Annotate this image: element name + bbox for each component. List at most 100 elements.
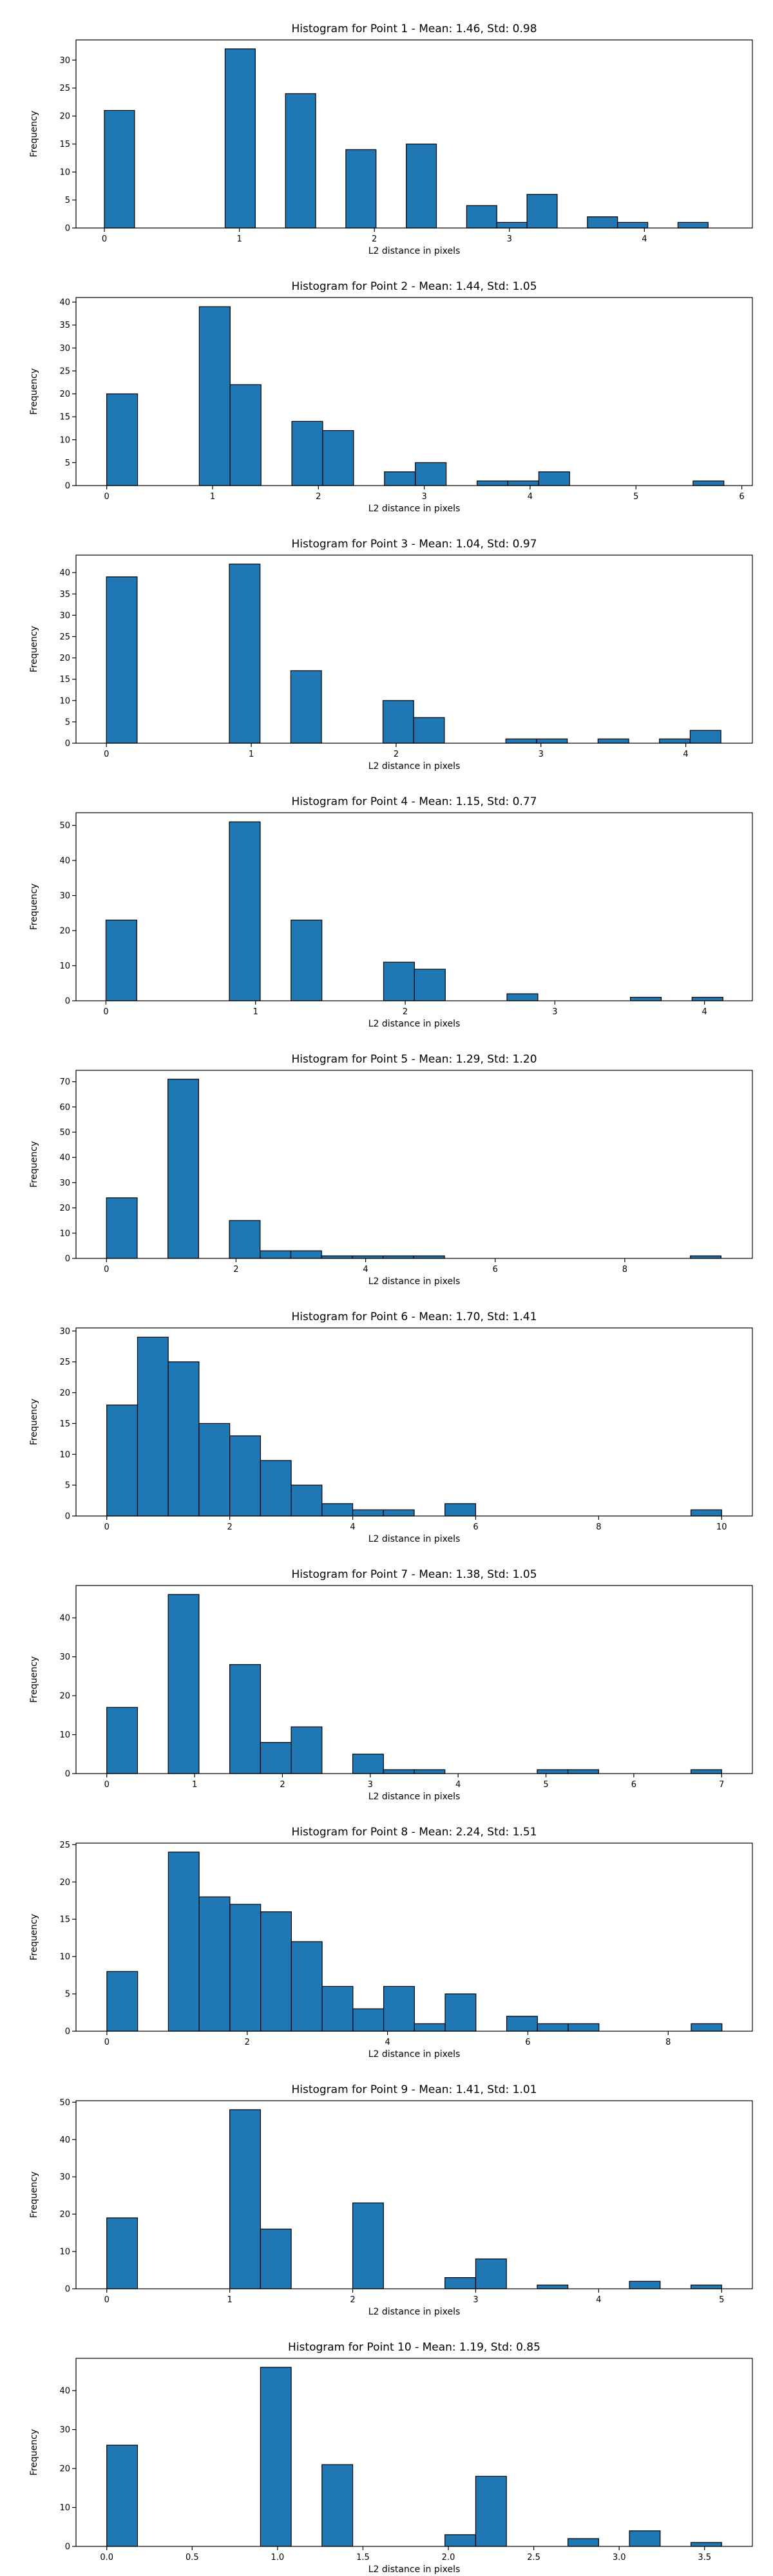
histogram-bar <box>291 421 323 486</box>
y-tick-label: 35 <box>59 321 70 330</box>
chart-title: Histogram for Point 9 - Mean: 1.41, Std:… <box>291 2083 537 2096</box>
y-tick-label: 30 <box>59 611 70 621</box>
histogram-bar <box>352 2202 384 2289</box>
y-tick-label: 10 <box>59 1730 70 1740</box>
chart-title: Histogram for Point 10 - Mean: 1.19, Std… <box>288 2341 540 2354</box>
histogram-bar <box>229 1664 261 1774</box>
x-tick-label: 8 <box>665 2038 671 2047</box>
x-tick-label: 0 <box>104 750 109 759</box>
chart-title: Histogram for Point 2 - Mean: 1.44, Std:… <box>291 280 537 293</box>
histogram-panel-9: Histogram for Point 9 - Mean: 1.41, Std:… <box>29 2083 753 2317</box>
y-tick-label: 15 <box>59 413 70 422</box>
x-tick-label: 8 <box>622 1265 627 1274</box>
x-tick-label: 3 <box>421 492 426 502</box>
histogram-bar <box>444 1993 477 2032</box>
x-tick-label: 3.5 <box>698 2553 711 2562</box>
histogram-bar <box>629 2530 661 2547</box>
x-tick-label: 2 <box>403 1007 408 1017</box>
histogram-bar <box>383 1769 415 1774</box>
x-tick-label: 3.0 <box>613 2553 626 2562</box>
histogram-bar <box>229 2109 261 2289</box>
histogram-bar <box>383 1509 415 1517</box>
y-tick-label: 40 <box>59 569 70 578</box>
y-tick-label: 0 <box>65 1770 70 1779</box>
x-tick-label: 0 <box>103 1007 108 1017</box>
x-tick-label: 8 <box>596 1522 601 1532</box>
histogram-bar <box>137 1336 169 1517</box>
y-axis-label: Frequency <box>29 1656 39 1703</box>
histogram-bar <box>345 149 377 229</box>
x-axis-label: L2 distance in pixels <box>368 2564 461 2575</box>
y-tick-label: 50 <box>59 1128 70 1138</box>
histogram-bar <box>106 393 138 486</box>
histogram-bar <box>321 1985 354 2032</box>
x-tick-label: 3 <box>368 1780 373 1790</box>
histogram-bar <box>352 1509 384 1517</box>
y-tick-label: 0 <box>65 2543 70 2552</box>
histogram-bar <box>106 2445 138 2547</box>
histogram-bar <box>260 1911 292 2032</box>
histogram-panel-8: Histogram for Point 8 - Mean: 2.24, Std:… <box>29 1826 753 2060</box>
y-tick-label: 15 <box>59 140 70 149</box>
histogram-bar <box>198 306 231 486</box>
x-tick-label: 1 <box>227 2295 232 2305</box>
histogram-bar <box>414 969 446 1001</box>
y-tick-label: 0 <box>65 1255 70 1264</box>
x-tick-label: 2.0 <box>442 2553 455 2562</box>
y-tick-label: 30 <box>59 891 70 901</box>
y-tick-label: 20 <box>59 2465 70 2474</box>
x-tick-label: 2 <box>372 234 377 244</box>
histogram-bar <box>690 2542 722 2547</box>
plot-frame <box>75 2358 753 2547</box>
x-tick-label: 5 <box>633 492 638 502</box>
y-tick-label: 10 <box>59 168 70 178</box>
histogram-bar <box>229 384 262 486</box>
y-tick-label: 25 <box>59 632 70 642</box>
x-tick-label: 0 <box>104 1265 109 1274</box>
histogram-panel-3: Histogram for Point 3 - Mean: 1.04, Std:… <box>29 538 753 772</box>
x-tick-label: 1 <box>192 1780 197 1790</box>
histogram-panel-7: Histogram for Point 7 - Mean: 1.38, Std:… <box>29 1568 753 1802</box>
y-tick-label: 20 <box>59 927 70 936</box>
x-axis-label: L2 distance in pixels <box>368 504 461 514</box>
x-tick-label: 5 <box>543 1780 548 1790</box>
histogram-bar <box>536 738 568 744</box>
y-axis-label: Frequency <box>29 1141 39 1188</box>
x-tick-label: 4 <box>363 1265 368 1274</box>
plot-frame <box>75 1327 753 1517</box>
histogram-bar <box>321 1503 354 1517</box>
x-tick-label: 2 <box>316 492 321 502</box>
y-tick-label: 20 <box>59 390 70 399</box>
histogram-bar <box>321 2464 354 2547</box>
histogram-panel-1: Histogram for Point 1 - Mean: 1.46, Std:… <box>29 23 753 256</box>
y-tick-label: 0 <box>65 482 70 491</box>
y-tick-label: 0 <box>65 2285 70 2295</box>
histogram-bar <box>415 462 447 486</box>
x-tick-label: 2 <box>350 2295 355 2305</box>
y-tick-label: 30 <box>59 1653 70 1662</box>
histogram-bar <box>384 471 416 486</box>
histogram-bar <box>104 109 135 229</box>
histogram-bar <box>466 205 497 229</box>
x-tick-label: 4 <box>528 492 533 502</box>
x-axis-label: L2 distance in pixels <box>368 1534 461 1544</box>
histogram-bar <box>496 222 528 229</box>
y-tick-label: 0 <box>65 224 70 234</box>
histogram-panel-6: Histogram for Point 6 - Mean: 1.70, Std:… <box>29 1311 753 1544</box>
x-tick-label: 0 <box>104 2038 110 2047</box>
x-tick-label: 4 <box>385 2038 390 2047</box>
histogram-bar <box>106 1707 138 1774</box>
histogram-bar <box>689 730 721 744</box>
histogram-bar <box>506 993 539 1001</box>
x-tick-label: 4 <box>596 2295 601 2305</box>
y-tick-label: 25 <box>59 1841 70 1850</box>
y-tick-label: 0 <box>65 2027 70 2037</box>
y-tick-label: 25 <box>59 1358 70 1367</box>
y-tick-label: 20 <box>59 2210 70 2220</box>
y-tick-label: 30 <box>59 2425 70 2435</box>
x-tick-label: 7 <box>719 1780 724 1790</box>
y-tick-label: 40 <box>59 298 70 308</box>
plot-frame <box>75 1070 753 1259</box>
histogram-bar <box>260 1460 292 1517</box>
